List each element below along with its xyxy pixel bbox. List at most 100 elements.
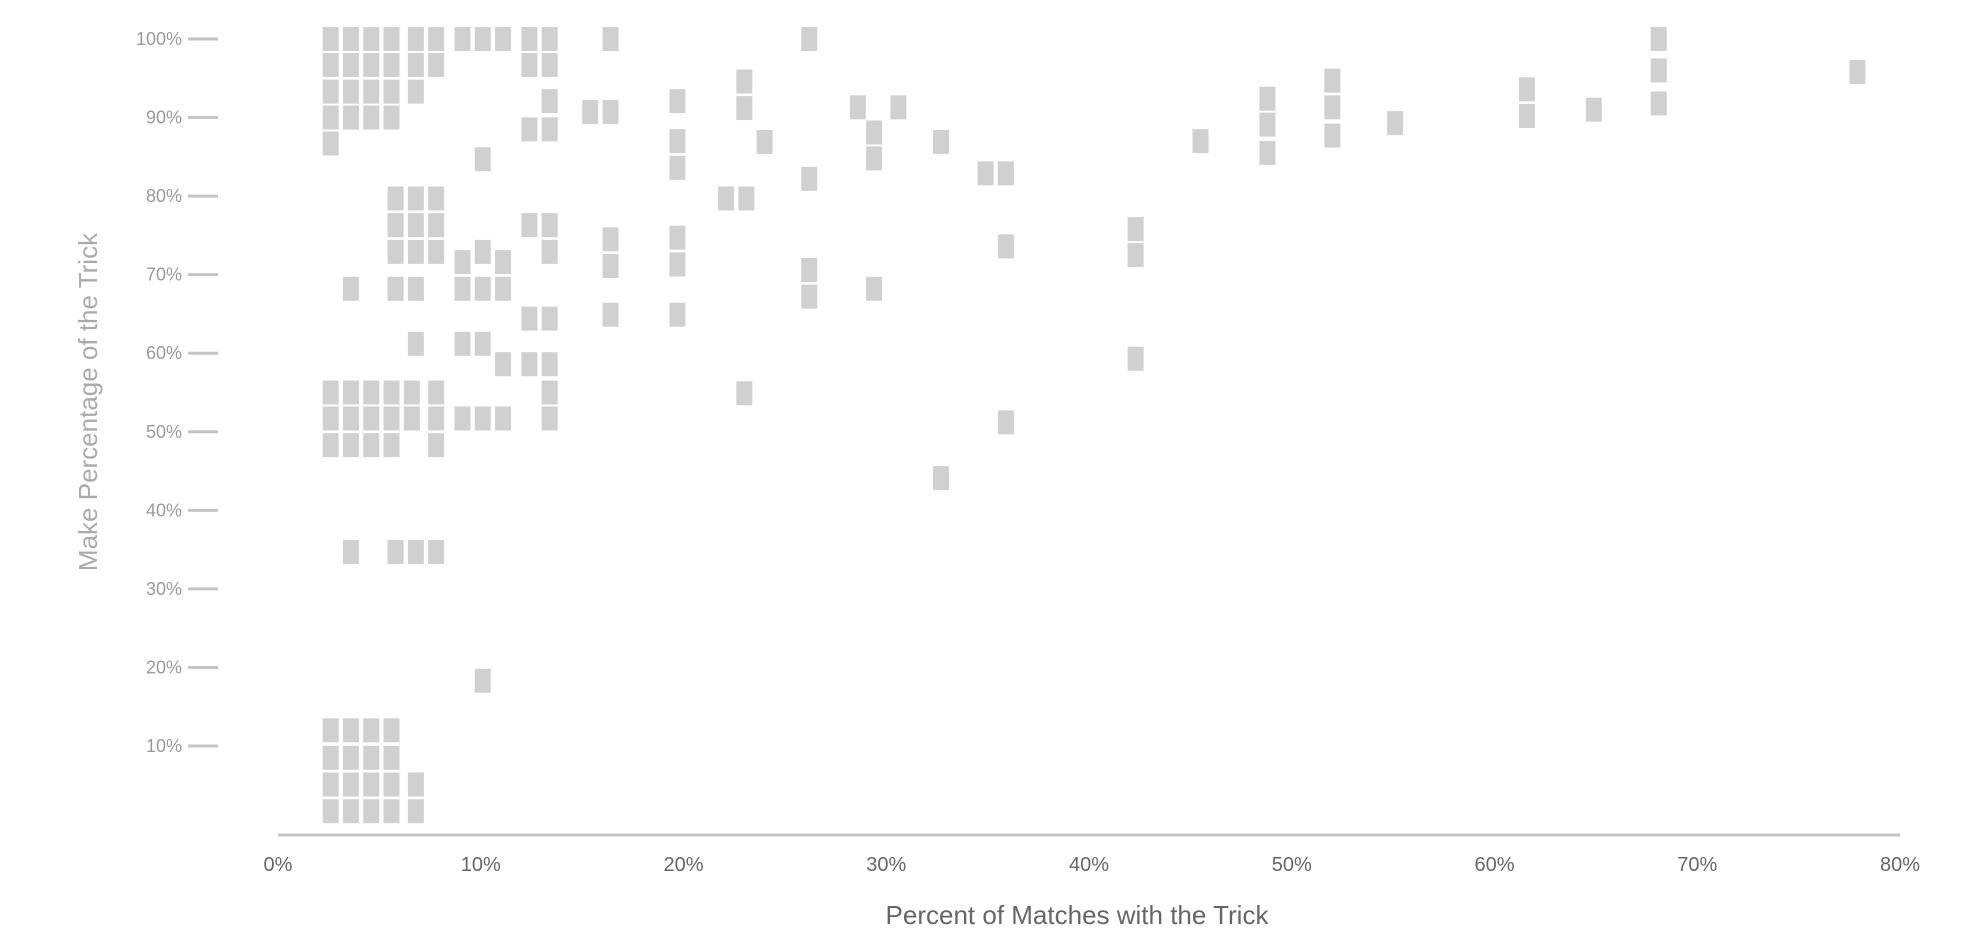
y-tick-label: 20% [146, 657, 182, 677]
data-point [342, 276, 359, 301]
data-point [541, 239, 558, 264]
data-point [521, 352, 538, 377]
data-point [932, 129, 949, 154]
data-point [322, 718, 339, 743]
data-point [849, 95, 866, 120]
data-point [342, 433, 359, 458]
y-axis: 10% 20% 30% 40% 50% 60% 70% 80% 90% 100% [136, 29, 218, 756]
data-point [801, 166, 818, 191]
data-point [602, 100, 619, 125]
data-point [342, 52, 359, 77]
data-point [669, 302, 686, 327]
x-tick-label: 30% [866, 854, 906, 876]
data-point [582, 100, 599, 125]
data-point [495, 250, 512, 275]
data-point [407, 52, 424, 77]
data-point [1650, 58, 1667, 83]
x-axis-title: Percent of Matches with the Trick [886, 900, 1270, 930]
data-point [602, 227, 619, 252]
data-point [866, 146, 883, 171]
x-tick-label: 60% [1474, 854, 1514, 876]
data-point [428, 406, 445, 431]
data-point [407, 239, 424, 264]
data-point [521, 306, 538, 331]
data-point [1650, 27, 1667, 51]
data-point [428, 433, 445, 458]
y-tick-label: 60% [146, 343, 182, 363]
data-point [474, 406, 491, 431]
data-point [602, 302, 619, 327]
y-axis-title: Make Percentage of the Trick [73, 232, 103, 571]
data-point [383, 52, 400, 77]
x-tick-label: 40% [1069, 854, 1109, 876]
data-point [342, 539, 359, 564]
data-point [387, 186, 404, 211]
data-point [932, 466, 949, 491]
data-point [718, 186, 735, 211]
data-point [322, 105, 339, 130]
data-point [363, 433, 380, 458]
data-point [1259, 140, 1276, 165]
data-point [363, 79, 380, 104]
data-point [541, 380, 558, 405]
data-point [363, 745, 380, 770]
data-point [407, 331, 424, 356]
data-point [495, 276, 512, 301]
data-point [801, 284, 818, 309]
data-point [383, 718, 400, 743]
data-point [1387, 111, 1404, 136]
data-point [669, 155, 686, 180]
data-point [428, 380, 445, 405]
data-point [428, 186, 445, 211]
data-point [521, 213, 538, 238]
data-point [866, 276, 883, 301]
data-point [428, 239, 445, 264]
data-point [454, 331, 471, 356]
data-point [521, 27, 538, 51]
data-point [997, 161, 1014, 186]
data-point [474, 331, 491, 356]
data-point [322, 131, 339, 156]
data-point [407, 772, 424, 797]
x-tick-label: 70% [1677, 854, 1717, 876]
x-tick-label: 80% [1880, 854, 1920, 876]
data-point [669, 252, 686, 277]
data-point [322, 745, 339, 770]
data-point [756, 129, 773, 154]
data-point [1127, 346, 1144, 371]
data-point [342, 79, 359, 104]
data-point [521, 52, 538, 77]
data-point [602, 27, 619, 51]
data-point [342, 406, 359, 431]
data-point [363, 105, 380, 130]
data-point [1585, 97, 1602, 122]
data-point [454, 406, 471, 431]
y-tick-label: 100% [136, 29, 182, 49]
data-point [363, 772, 380, 797]
data-point [407, 799, 424, 824]
y-tick-label: 90% [146, 108, 182, 128]
data-point [383, 745, 400, 770]
data-point [387, 239, 404, 264]
data-point [736, 96, 753, 121]
data-point [322, 380, 339, 405]
data-point [602, 254, 619, 279]
data-point [383, 799, 400, 824]
x-tick-label: 50% [1272, 854, 1312, 876]
data-point [541, 89, 558, 114]
data-point [342, 380, 359, 405]
data-point [383, 79, 400, 104]
x-tick-label: 0% [264, 854, 293, 876]
data-points [322, 27, 1866, 824]
data-point [1324, 68, 1341, 93]
data-point [322, 433, 339, 458]
data-point [363, 718, 380, 743]
data-point [407, 27, 424, 51]
data-point [387, 213, 404, 238]
data-point [387, 276, 404, 301]
data-point [428, 213, 445, 238]
data-point [383, 380, 400, 405]
data-point [1127, 243, 1144, 268]
data-point [454, 276, 471, 301]
data-point [890, 95, 907, 120]
